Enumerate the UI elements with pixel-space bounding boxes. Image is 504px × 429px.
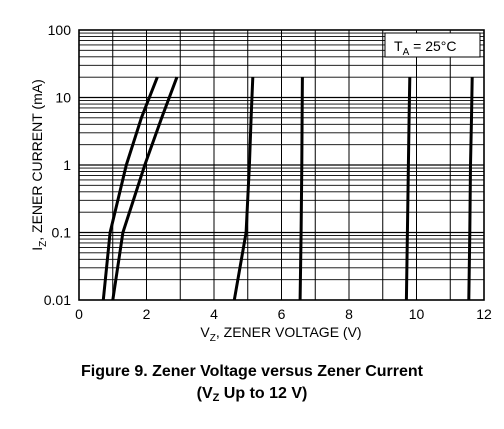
plot-frame [78,29,485,301]
y-tick-label: 100 [48,22,72,38]
caption-rest: Up to 12 V) [219,385,308,402]
series-group [101,76,474,301]
x-axis-label: VZ, ZENER VOLTAGE (V) [200,324,361,344]
caption-subscript: Z [212,392,220,404]
annotation-box [384,32,481,58]
series-line [111,76,179,301]
annotation-text: TA = 25°C [394,38,456,58]
series-line [298,77,304,301]
x-tick-label: 2 [143,306,151,322]
y-tick-labels: 0.01 0.1 1 10 100 [44,22,71,308]
x-tick-label: 8 [345,306,353,322]
x-tick-label: 4 [210,306,218,322]
y-axis-label: IZ, ZENER CURRENT (mA) [29,79,49,251]
series-line [404,77,412,301]
y-tick-label: 1 [63,157,71,173]
y-tick-label: 10 [55,90,71,106]
zener-chart: 0 2 4 6 8 10 12 0.01 0.1 1 10 100 TA = 25°C VZ, ZE… [29,22,492,344]
figure-caption-line1: Figure 9. Zener Voltage versus Zener Cur… [80,363,424,380]
series-line [232,77,255,301]
grid [79,30,484,300]
y-tick-label: 0.01 [44,292,71,308]
x-tick-label: 6 [278,306,286,322]
x-tick-label: 10 [409,306,425,322]
figure-caption-line2: (VZ Up to 12 V) [0,384,504,408]
x-tick-label: 0 [75,306,83,322]
x-tick-label: 12 [476,306,492,322]
caption-paren-open: (V [196,385,213,402]
series-line [467,77,474,301]
series-line [101,76,159,301]
y-tick-label: 0.1 [52,225,72,241]
x-tick-labels: 0 2 4 6 8 10 12 [75,306,492,322]
